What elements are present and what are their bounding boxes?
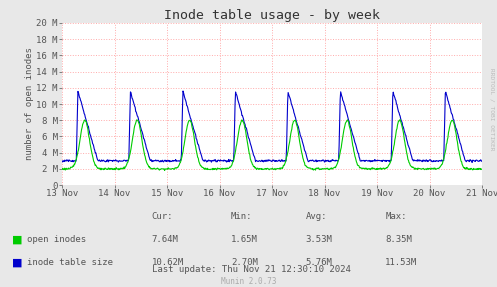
Text: 10.62M: 10.62M xyxy=(152,258,184,267)
Text: RRDTOOL / TOBI OETIKER: RRDTOOL / TOBI OETIKER xyxy=(490,68,495,150)
Text: 5.76M: 5.76M xyxy=(306,258,332,267)
Text: 2.70M: 2.70M xyxy=(231,258,258,267)
Text: Min:: Min: xyxy=(231,212,252,221)
Text: Last update: Thu Nov 21 12:30:10 2024: Last update: Thu Nov 21 12:30:10 2024 xyxy=(152,265,350,274)
Text: 7.64M: 7.64M xyxy=(152,235,178,244)
Text: open inodes: open inodes xyxy=(27,235,86,244)
Text: inode table size: inode table size xyxy=(27,258,113,267)
Text: Avg:: Avg: xyxy=(306,212,327,221)
Text: 11.53M: 11.53M xyxy=(385,258,417,267)
Title: Inode table usage - by week: Inode table usage - by week xyxy=(164,9,380,22)
Text: Max:: Max: xyxy=(385,212,407,221)
Text: Cur:: Cur: xyxy=(152,212,173,221)
Text: 3.53M: 3.53M xyxy=(306,235,332,244)
Text: 1.65M: 1.65M xyxy=(231,235,258,244)
Text: Munin 2.0.73: Munin 2.0.73 xyxy=(221,277,276,286)
Text: ■: ■ xyxy=(12,258,23,267)
Text: ■: ■ xyxy=(12,235,23,245)
Text: 8.35M: 8.35M xyxy=(385,235,412,244)
Y-axis label: number of open inodes: number of open inodes xyxy=(25,48,34,160)
